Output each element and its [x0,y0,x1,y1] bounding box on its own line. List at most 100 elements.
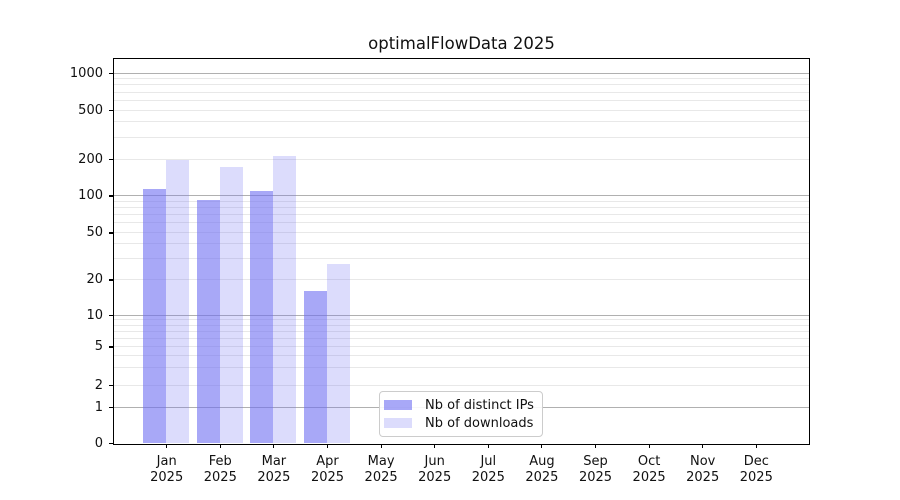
month-label: Mar [261,454,287,469]
y-tick [109,279,114,281]
gridline-minor [114,330,809,332]
gridline-major [114,72,809,74]
month-label: Jun [424,454,445,469]
y-tick [109,314,114,317]
bar-distinct-ips [143,189,167,443]
legend-item: Nb of downloads [384,415,538,431]
gridline-minor [114,337,809,339]
legend-label: Nb of distinct IPs [425,397,534,413]
x-tick-label: Jan 2025 [135,454,199,485]
y-tick-label: 2 [94,377,103,393]
month-label: Feb [208,454,232,469]
legend-label: Nb of downloads [425,415,534,431]
plot-area [113,58,810,445]
year-label: 2025 [310,469,345,485]
month-label: Nov [690,454,716,469]
gridline-minor [114,279,809,280]
bar-distinct-ips [196,199,220,443]
x-tick [487,444,489,448]
y-tick-label: 50 [86,225,103,240]
y-tick-label: 500 [78,102,103,118]
gridline-minor [114,214,809,216]
legend-swatch [384,400,412,410]
y-tick-label: 1 [94,399,103,415]
y-tick-label: 20 [86,272,103,287]
gridline-minor [114,258,809,260]
x-tick [541,444,543,448]
x-tick-label: Jul 2025 [456,454,520,485]
year-label: 2025 [257,469,291,485]
month-label: Aug [529,454,555,469]
month-label: Jul [480,454,497,469]
x-tick [166,444,168,448]
x-tick-label: Dec 2025 [724,454,788,485]
x-tick-label: Mar 2025 [242,454,306,485]
x-tick-label: Nov 2025 [671,454,735,485]
year-label: 2025 [364,469,398,485]
month-label: May [367,454,395,469]
x-tick [326,444,329,448]
gridline-minor [114,324,809,326]
bar-distinct-ips [304,290,327,443]
year-label: 2025 [739,469,773,485]
gridline-minor [114,232,809,233]
y-tick [109,158,114,161]
y-tick [109,406,114,409]
x-tick [219,444,221,448]
month-label: Jan [156,454,177,469]
gridline-minor [114,78,809,80]
gridline-minor [114,319,809,321]
gridline-minor [114,109,809,111]
y-tick [109,232,114,234]
x-tick [648,444,650,448]
bar-downloads [327,264,350,443]
gridline-minor [114,99,809,101]
y-tick [109,346,114,348]
month-label: Sep [583,454,608,469]
gridline-minor [114,206,809,208]
bar-downloads [166,160,190,443]
x-tick [273,444,275,448]
gridline-minor [114,384,809,386]
y-tick [109,72,114,75]
x-tick [434,444,436,448]
chart-title: optimalFlowData 2025 [368,34,555,53]
x-tick-label: Oct 2025 [617,454,681,485]
y-tick-label: 0 [94,435,103,451]
bar-downloads [219,166,243,443]
x-tick [594,444,597,448]
gridline-minor [114,355,809,357]
y-tick-label: 5 [94,339,103,354]
bar-distinct-ips [250,191,274,443]
month-label: Apr [316,454,339,469]
gridline-minor [114,121,809,123]
x-tick-label: Sep 2025 [564,454,628,485]
y-tick [109,384,114,387]
gridline-minor [114,222,809,224]
x-tick-label: Aug 2025 [510,454,574,485]
x-tick-label: Feb 2025 [188,454,252,485]
x-tick-label: Apr 2025 [296,454,360,485]
legend-item: Nb of distinct IPs [384,397,538,413]
y-tick [109,442,114,445]
year-label: 2025 [203,469,237,485]
x-tick [380,444,382,448]
y-tick-label: 1000 [69,65,103,81]
year-label: 2025 [525,469,559,485]
y-tick-label: 10 [86,307,103,323]
gridline-minor [114,346,809,347]
gridline-major [114,314,809,316]
y-tick-label: 200 [78,151,103,167]
x-tick [755,444,757,448]
gridline-minor [114,243,809,245]
year-label: 2025 [578,469,613,485]
gridline-major [114,195,809,196]
year-label: 2025 [471,469,505,485]
y-tick [109,195,114,197]
gridline-minor [114,91,809,93]
year-label: 2025 [686,469,720,485]
gridline-minor [114,367,809,369]
x-tick-label: May 2025 [349,454,413,485]
gridline-minor [114,200,809,202]
